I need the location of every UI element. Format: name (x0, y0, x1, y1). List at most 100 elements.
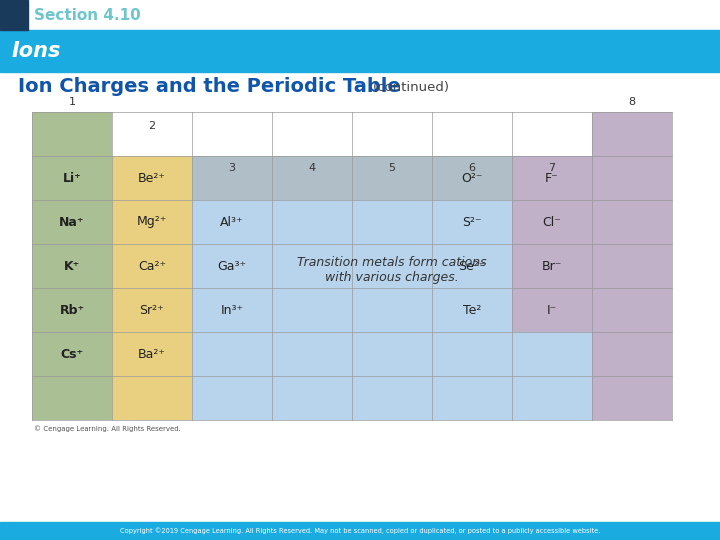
Bar (32, 112, 112, 156)
Bar (112, 332, 192, 376)
Text: Sr²⁺: Sr²⁺ (140, 303, 164, 316)
Bar (192, 288, 272, 332)
Bar (32, 244, 112, 288)
Bar (592, 156, 672, 200)
Bar (512, 332, 592, 376)
Text: 2: 2 (148, 121, 156, 131)
Bar (192, 244, 272, 288)
Bar (32, 332, 112, 376)
Bar (432, 156, 512, 200)
Bar (352, 200, 432, 244)
Text: Cl⁻: Cl⁻ (543, 215, 562, 228)
Bar (432, 200, 512, 244)
Bar (592, 376, 672, 420)
Text: 1: 1 (68, 97, 76, 107)
Bar (592, 200, 672, 244)
Text: 8: 8 (629, 97, 636, 107)
Bar (0, 0, 720, 30)
Text: 4: 4 (308, 163, 315, 173)
Bar (592, 288, 672, 332)
Bar (272, 200, 352, 244)
Text: 3: 3 (228, 163, 235, 173)
Bar (512, 200, 592, 244)
Bar (512, 376, 592, 420)
Bar (512, 244, 592, 288)
Bar (192, 156, 272, 200)
Bar (112, 244, 192, 288)
Bar (592, 200, 672, 244)
Bar (0, 522, 720, 540)
Bar (112, 200, 192, 244)
Bar (592, 200, 672, 244)
Text: I⁻: I⁻ (547, 303, 557, 316)
Bar (352, 376, 432, 420)
Bar (432, 288, 512, 332)
Bar (272, 376, 352, 420)
Bar (432, 244, 512, 288)
Bar (592, 332, 672, 376)
Bar (592, 112, 672, 156)
Text: Section 4.10: Section 4.10 (34, 8, 140, 23)
Text: S²⁻: S²⁻ (462, 215, 482, 228)
Text: © Cengage Learning. All Rights Reserved.: © Cengage Learning. All Rights Reserved. (34, 425, 181, 431)
Text: Transition metals form cations
with various charges.: Transition metals form cations with vari… (297, 256, 487, 284)
Bar (432, 376, 512, 420)
Bar (352, 288, 432, 332)
Text: Cs⁺: Cs⁺ (60, 348, 84, 361)
Bar (512, 200, 592, 244)
Bar (32, 112, 672, 420)
Bar (272, 332, 352, 376)
Bar (592, 244, 672, 288)
Bar (592, 156, 672, 200)
Text: Copyright ©2019 Cengage Learning. All Rights Reserved. May not be scanned, copie: Copyright ©2019 Cengage Learning. All Ri… (120, 528, 600, 535)
Bar (512, 288, 592, 332)
Bar (432, 332, 512, 376)
Bar (0, 30, 720, 72)
Text: O²⁻: O²⁻ (462, 172, 482, 185)
Bar (592, 244, 672, 288)
Bar (272, 288, 352, 332)
Text: 6: 6 (469, 163, 475, 173)
Bar (512, 200, 592, 244)
Bar (432, 200, 512, 244)
Bar (112, 156, 192, 200)
Bar (352, 156, 432, 200)
Bar (512, 288, 592, 332)
Text: Al³⁺: Al³⁺ (220, 215, 244, 228)
Bar (192, 376, 272, 420)
Text: Ga³⁺: Ga³⁺ (217, 260, 246, 273)
Bar (592, 376, 672, 420)
Text: Te²: Te² (463, 303, 481, 316)
Bar (512, 244, 592, 288)
Text: Br⁻: Br⁻ (542, 260, 562, 273)
Bar (192, 200, 272, 244)
Text: Rb⁺: Rb⁺ (60, 303, 84, 316)
Text: Ion Charges and the Periodic Table: Ion Charges and the Periodic Table (18, 78, 401, 97)
Bar (112, 376, 192, 420)
Text: Se²⁻: Se²⁻ (459, 260, 486, 273)
Bar (32, 200, 112, 244)
Bar (32, 156, 112, 200)
Text: 7: 7 (549, 163, 556, 173)
Text: Be²⁺: Be²⁺ (138, 172, 166, 185)
Bar (352, 244, 432, 288)
Text: K⁺: K⁺ (64, 260, 80, 273)
Text: (continued): (continued) (373, 80, 450, 93)
Bar (272, 244, 352, 288)
Bar (272, 156, 352, 200)
Bar (352, 332, 432, 376)
Bar (112, 288, 192, 332)
Text: In³⁺: In³⁺ (220, 303, 243, 316)
Bar (32, 288, 112, 332)
Bar (272, 200, 352, 244)
Text: 5: 5 (389, 163, 395, 173)
Text: Na⁺: Na⁺ (59, 215, 85, 228)
Bar (32, 376, 112, 420)
Bar (512, 156, 592, 200)
Text: Ba²⁺: Ba²⁺ (138, 348, 166, 361)
Bar (592, 332, 672, 376)
Bar (352, 200, 432, 244)
Text: Ions: Ions (12, 41, 61, 61)
Text: Mg²⁺: Mg²⁺ (137, 215, 167, 228)
Bar (192, 200, 272, 244)
